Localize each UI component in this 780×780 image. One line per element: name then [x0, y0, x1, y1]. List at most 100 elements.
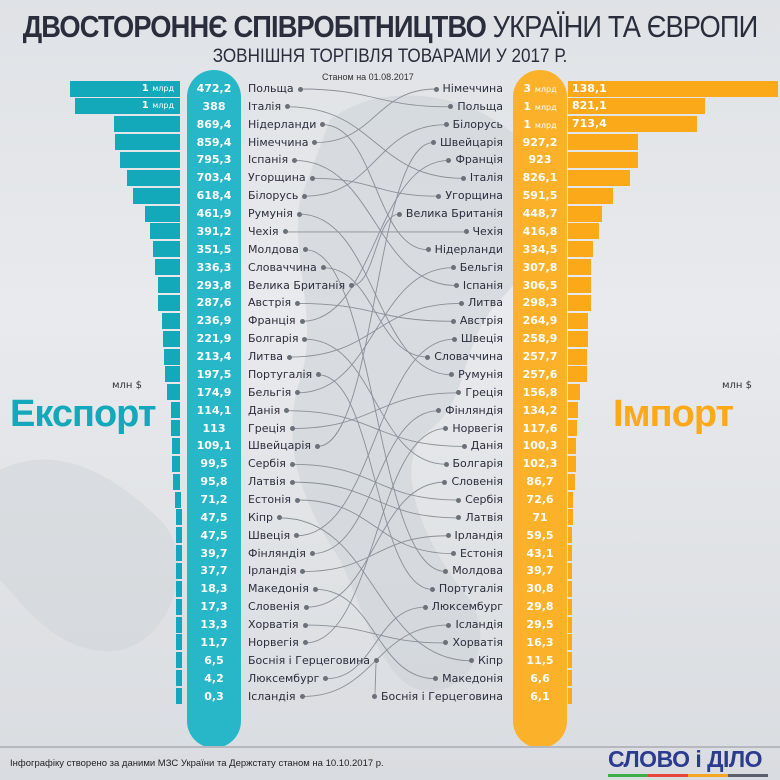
country-name: Польща — [248, 82, 294, 95]
connector-dot — [436, 408, 442, 414]
import-country: Швеція — [448, 330, 503, 347]
country-name: Греція — [465, 385, 503, 399]
country-name: Німеччина — [442, 82, 503, 95]
export-value: 391,2 — [196, 224, 232, 238]
export-bar — [176, 652, 182, 669]
connector-dot — [282, 229, 288, 235]
country-name: Латвія — [248, 475, 286, 489]
connector-dot — [442, 479, 448, 485]
export-value: 18,3 — [200, 582, 228, 596]
export-bar — [166, 384, 180, 401]
export-bar — [126, 169, 180, 186]
export-bar — [172, 473, 180, 490]
import-bar — [568, 187, 613, 204]
export-value: 114,1 — [196, 403, 232, 417]
import-value: 257,6 — [522, 367, 558, 381]
connector-dot — [374, 658, 380, 664]
country-name: Польща — [457, 99, 503, 113]
export-value: 13,3 — [200, 618, 228, 632]
connector-dot — [436, 193, 442, 199]
import-bar — [568, 562, 572, 579]
import-country: Словенія — [438, 473, 503, 490]
country-name: Ісландія — [248, 689, 296, 703]
export-bar — [176, 598, 182, 615]
country-name: Франція — [248, 314, 296, 328]
country-name: Кіпр — [248, 510, 274, 524]
import-country: Словаччина — [421, 348, 503, 365]
import-country: Македонія — [429, 670, 503, 687]
import-value: 6,6 — [530, 671, 550, 685]
country-name: Естонія — [248, 493, 292, 506]
import-bar — [568, 670, 572, 687]
connector-dot — [450, 551, 456, 557]
country-name: Швеція — [248, 528, 291, 542]
connector-dot — [312, 140, 318, 146]
connector-dot — [302, 336, 308, 342]
export-value: 859,4 — [196, 135, 232, 149]
import-bar — [568, 473, 575, 490]
import-country: Болгарія — [440, 455, 503, 472]
connector-dot — [443, 461, 449, 467]
connector-dot — [443, 122, 449, 128]
export-country: Швеція — [248, 527, 303, 544]
export-bar — [114, 116, 180, 133]
export-bar — [176, 580, 182, 597]
export-country: Швейцарія — [248, 437, 324, 454]
country-name: Хорватія — [452, 635, 503, 649]
country-name: Сербія — [465, 493, 503, 506]
connector-dot — [302, 247, 308, 253]
export-country: Австрія — [248, 294, 304, 311]
export-bar — [176, 545, 182, 562]
country-name: Чехія — [248, 224, 279, 238]
import-value: 3 млрд — [523, 82, 557, 95]
import-country: Молдова — [439, 562, 503, 579]
connector-dot — [456, 390, 462, 396]
import-country: Норвегія — [439, 420, 503, 437]
import-bar — [568, 527, 573, 544]
title-rest: УКРАЇНИ ТА ЄВРОПИ — [492, 9, 759, 44]
export-country: Нідерланди — [248, 116, 329, 133]
import-bar — [568, 598, 572, 615]
export-bar — [171, 437, 180, 454]
export-country: Ірландія — [248, 562, 309, 579]
connector-dot — [295, 390, 301, 396]
connector-dot — [450, 265, 456, 271]
connector-dot — [451, 336, 457, 342]
import-country: Литва — [455, 294, 503, 311]
country-name: Бельгія — [459, 260, 503, 274]
export-bar — [157, 277, 180, 294]
import-bar — [568, 402, 579, 419]
country-name: Румунія — [248, 207, 293, 221]
import-country: Ірландія — [442, 527, 503, 544]
export-bar — [163, 348, 180, 365]
export-country: Македонія — [248, 580, 322, 597]
export-country: Словенія — [248, 598, 313, 615]
country-name: Португалія — [438, 582, 503, 596]
country-name: Велика Британія — [405, 207, 503, 221]
connector-dot — [302, 622, 308, 628]
import-bar — [568, 312, 588, 329]
country-name: Франція — [455, 153, 503, 167]
connector-dot — [299, 694, 305, 700]
page-title: ДВОСТОРОННЄ СПІВРОБІТНИЦТВО УКРАЇНИ ТА Є… — [23, 10, 758, 44]
country-name: Нідерланди — [248, 117, 317, 131]
import-value: 30,8 — [526, 582, 554, 596]
connector-dot — [302, 193, 308, 199]
country-name: Ірландія — [454, 528, 503, 542]
title-bold: ДВОСТОРОННЄ СПІВРОБІТНИЦТВО — [22, 9, 487, 44]
import-bar — [568, 134, 638, 151]
export-bar — [158, 294, 180, 311]
import-bar — [568, 169, 631, 186]
connector-dot — [309, 175, 315, 181]
export-value: 4,2 — [204, 671, 224, 685]
country-name: Естонія — [459, 546, 503, 560]
country-name: Бельгія — [248, 385, 292, 399]
country-name: Ісландія — [455, 618, 503, 632]
logo-stripe — [648, 774, 688, 777]
export-country: Німеччина — [248, 134, 321, 151]
import-value: 39,7 — [526, 564, 554, 578]
import-country: Німеччина — [430, 80, 503, 97]
country-name: Португалія — [248, 367, 313, 381]
country-name: Німеччина — [248, 135, 309, 149]
country-name: Боснія і Герцеговина — [380, 689, 503, 703]
